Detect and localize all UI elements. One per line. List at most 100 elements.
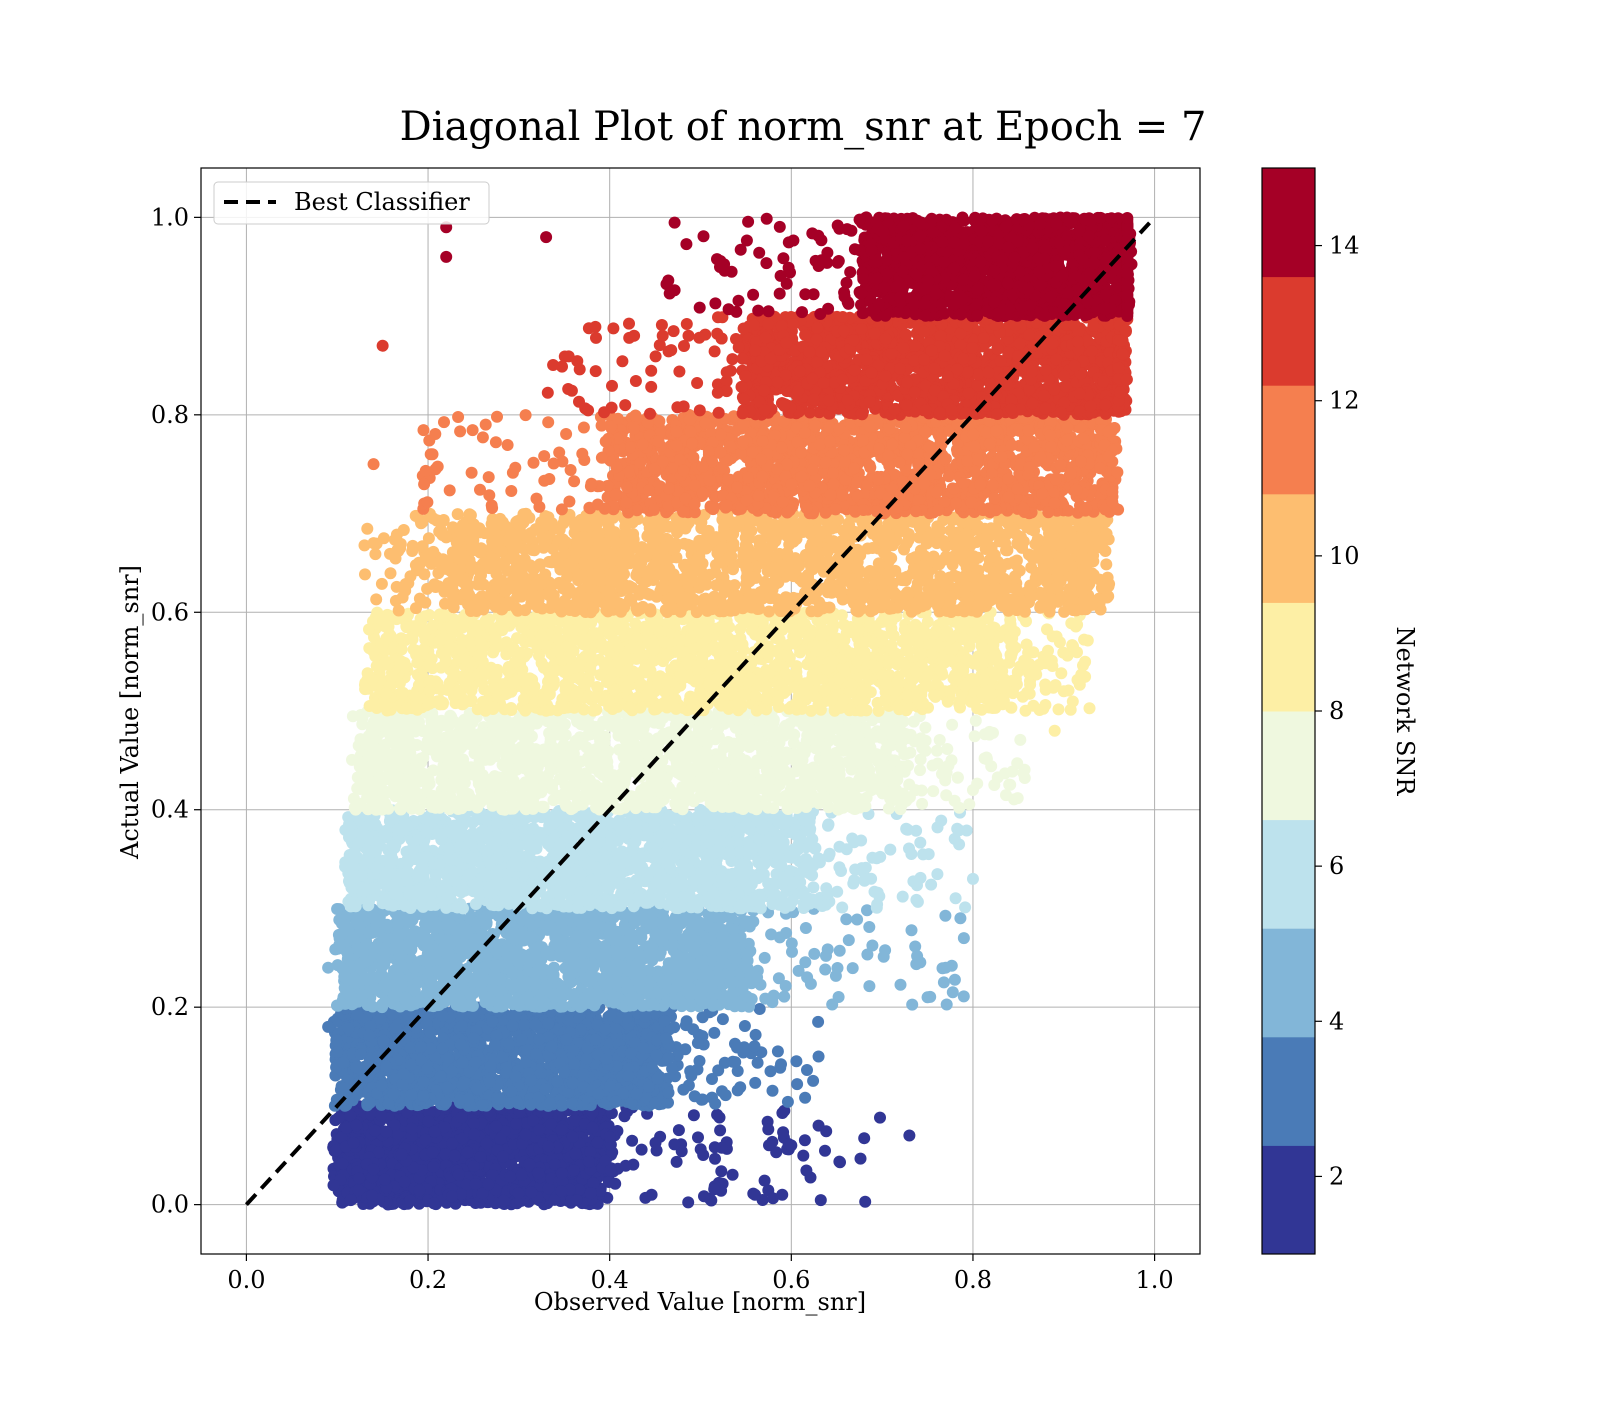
- scatter-point: [380, 1126, 392, 1138]
- scatter-point: [456, 1020, 468, 1032]
- scatter-point: [696, 1094, 708, 1106]
- scatter-point: [532, 1167, 544, 1179]
- scatter-point: [415, 1041, 427, 1053]
- scatter-point: [555, 1185, 567, 1197]
- scatter-point: [378, 1035, 390, 1047]
- scatter-point: [709, 1153, 721, 1165]
- snr-band-2: [328, 1001, 824, 1112]
- scatter-point: [797, 1150, 809, 1162]
- scatter-point: [510, 1096, 522, 1108]
- scatter-point: [516, 1034, 528, 1046]
- scatter-point: [585, 1187, 597, 1199]
- scatter-point: [800, 1165, 812, 1177]
- scatter-point: [731, 1042, 743, 1054]
- scatter-point: [558, 1067, 570, 1079]
- scatter-point: [560, 1034, 572, 1046]
- scatter-point: [518, 1019, 530, 1031]
- scatter-point: [583, 1156, 595, 1168]
- scatter-point: [668, 1138, 680, 1150]
- scatter-point: [440, 1097, 452, 1109]
- scatter-point: [342, 1022, 354, 1034]
- scatter-point: [772, 1045, 784, 1057]
- scatter-point: [355, 1048, 367, 1060]
- scatter-point: [468, 1032, 480, 1044]
- scatter-point: [631, 1088, 643, 1100]
- scatter-point: [859, 1196, 871, 1208]
- scatter-point: [688, 1109, 700, 1121]
- scatter-point: [504, 1171, 516, 1183]
- scatter-point: [510, 1070, 522, 1082]
- scatter-point: [540, 948, 552, 960]
- scatter-point: [525, 1099, 537, 1111]
- scatter-point: [530, 1048, 542, 1060]
- scatter-point: [790, 1055, 802, 1067]
- scatter-point: [610, 1096, 622, 1108]
- scatter-point: [475, 1151, 487, 1163]
- scatter-point: [833, 1156, 845, 1168]
- scatter-point: [496, 1052, 508, 1064]
- scatter-point: [421, 1063, 433, 1075]
- scatter-point: [695, 1143, 707, 1155]
- scatter-point: [791, 1078, 803, 1090]
- scatter-point: [567, 1077, 579, 1089]
- scatter-point: [545, 1118, 557, 1130]
- scatter-point: [367, 1163, 379, 1175]
- scatter-point: [446, 1065, 458, 1077]
- scatter-point: [567, 1131, 579, 1143]
- scatter-point: [468, 1118, 480, 1130]
- scatter-point: [350, 1061, 362, 1073]
- scatter-point: [449, 1150, 461, 1162]
- scatter-point: [331, 903, 343, 915]
- scatter-point: [571, 1194, 583, 1206]
- scatter-point: [337, 1057, 349, 1069]
- scatter-point: [375, 1109, 387, 1121]
- scatter-point: [874, 1112, 886, 1124]
- scatter-point: [494, 1093, 506, 1105]
- scatter-point: [495, 1133, 507, 1145]
- scatter-point: [620, 1160, 632, 1172]
- scatter-point: [489, 1039, 501, 1051]
- scatter-point: [569, 1148, 581, 1160]
- scatter-point: [636, 1144, 648, 1156]
- scatter-point: [749, 1040, 761, 1052]
- scatter-point: [542, 1017, 554, 1029]
- scatter-point: [652, 1073, 664, 1085]
- scatter-point: [352, 1009, 364, 1021]
- scatter-point: [413, 1184, 425, 1196]
- scatter-point: [417, 1090, 429, 1102]
- scatter-point: [568, 1164, 580, 1176]
- scatter-point: [727, 976, 739, 988]
- scatter-point: [441, 1081, 453, 1093]
- scatter-point: [512, 1187, 524, 1199]
- scatter-point: [716, 1142, 728, 1154]
- scatter-point: [663, 1052, 675, 1064]
- scatter-point: [345, 1194, 357, 1206]
- scatter-point: [331, 1046, 343, 1058]
- scatter-point: [609, 1178, 621, 1190]
- scatter-point: [715, 1165, 727, 1177]
- scatter-point: [775, 1058, 787, 1070]
- scatter-point: [503, 1038, 515, 1050]
- scatter-point: [490, 1120, 502, 1132]
- scatter-point: [398, 1068, 410, 1080]
- scatter-point: [530, 1019, 542, 1031]
- scatter-point: [468, 1128, 480, 1140]
- scatter-point: [671, 1156, 683, 1168]
- scatter-point: [855, 1153, 867, 1165]
- scatter-point: [484, 1076, 496, 1088]
- scatter-point: [544, 1098, 556, 1110]
- scatter-point: [380, 1060, 392, 1072]
- scatter-point: [754, 1003, 766, 1015]
- scatter-point: [418, 1076, 430, 1088]
- scatter-point: [698, 1190, 710, 1202]
- scatter-point: [456, 1111, 468, 1123]
- scatter-point: [750, 1029, 762, 1041]
- scatter-point: [470, 1056, 482, 1068]
- scatter-point: [353, 1184, 365, 1196]
- scatter-point: [568, 1058, 580, 1070]
- scatter-point: [533, 1124, 545, 1136]
- scatter-point: [592, 1137, 604, 1149]
- scatter-point: [646, 1061, 658, 1073]
- scatter-point: [651, 1049, 663, 1061]
- scatter-point: [749, 1077, 761, 1089]
